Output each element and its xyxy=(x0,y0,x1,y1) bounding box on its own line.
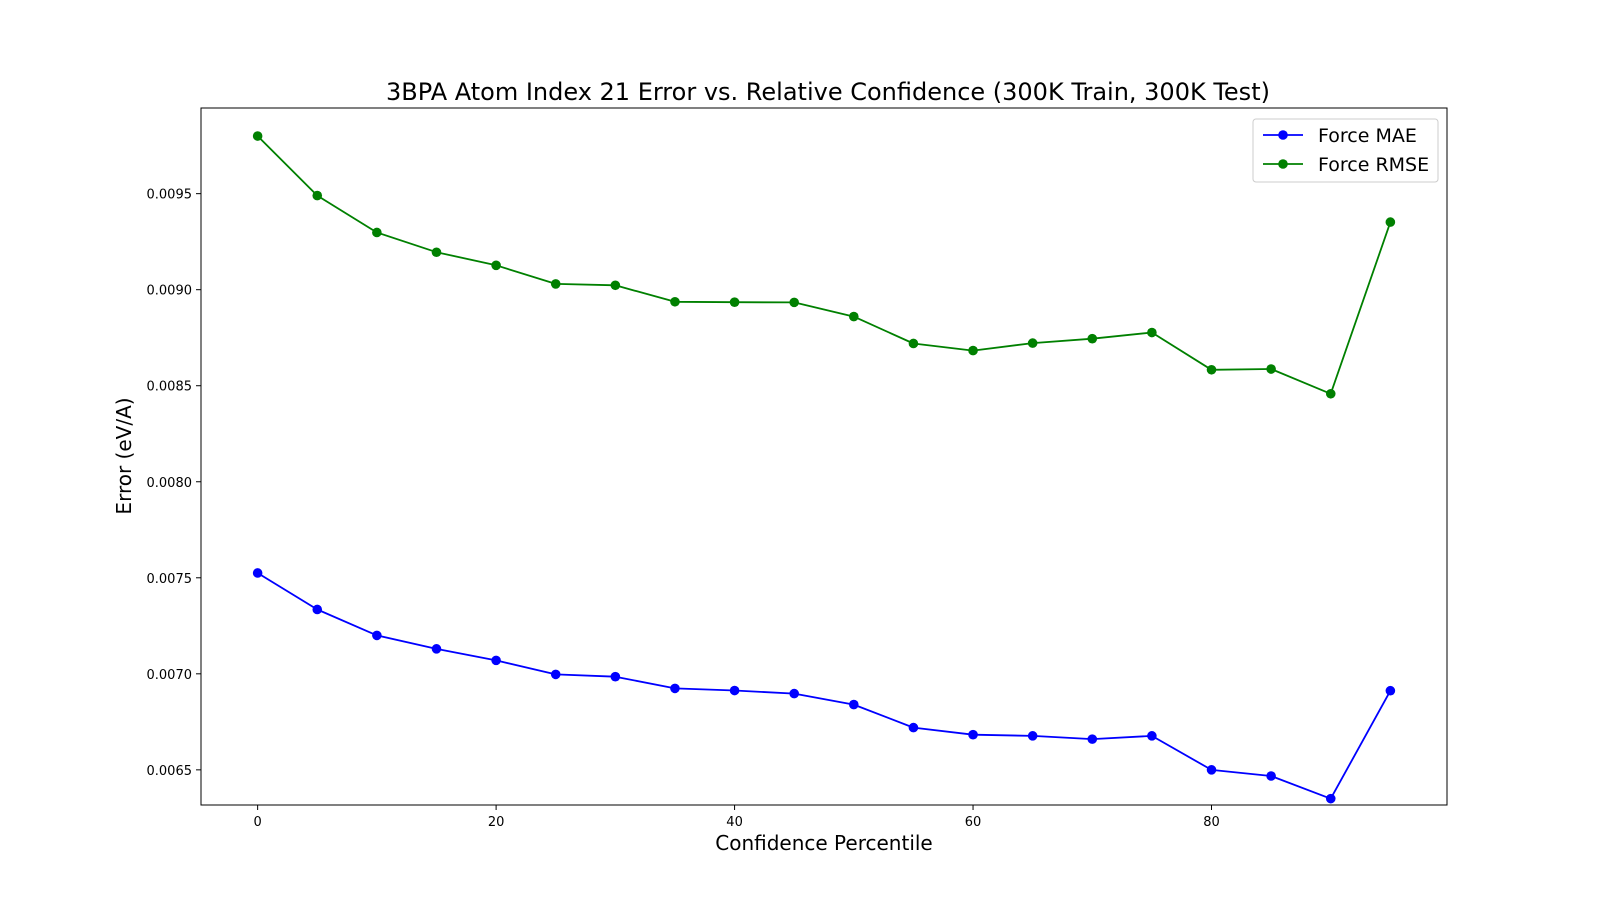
data-point-force-mae xyxy=(1027,731,1038,741)
y-tick-label: 0.0080 xyxy=(147,476,193,491)
data-point-force-rmse xyxy=(908,338,919,349)
series-force-rmse xyxy=(252,131,1396,399)
data-point-force-rmse xyxy=(670,296,680,307)
data-point-force-mae xyxy=(729,685,740,696)
y-tick-label: 0.0065 xyxy=(147,764,193,779)
series-line-force-rmse xyxy=(256,135,1392,395)
legend-label-force-rmse: Force RMSE xyxy=(1318,154,1429,176)
x-tick-label: 40 xyxy=(726,815,743,830)
data-point-force-mae xyxy=(1206,765,1217,775)
data-point-force-mae xyxy=(431,644,442,654)
data-point-force-rmse xyxy=(1206,364,1217,375)
series-force-mae xyxy=(252,568,1396,804)
data-point-force-rmse xyxy=(1087,333,1098,344)
data-point-force-rmse xyxy=(789,297,799,308)
data-point-force-rmse xyxy=(491,260,501,271)
x-axis-label: Confidence Percentile xyxy=(715,831,932,855)
data-point-force-mae xyxy=(670,683,680,694)
legend-marker-force-mae xyxy=(1278,130,1288,140)
data-point-force-mae xyxy=(789,688,799,699)
y-tick-label: 0.0095 xyxy=(147,188,193,203)
series-line-force-mae xyxy=(257,572,1392,800)
legend-label-force-mae: Force MAE xyxy=(1318,125,1417,147)
x-tick-label: 60 xyxy=(965,815,982,830)
data-point-force-mae xyxy=(1385,685,1396,696)
y-tick-label: 0.0090 xyxy=(147,284,193,299)
data-point-force-mae xyxy=(1087,734,1098,744)
plot-area xyxy=(200,107,1448,806)
data-point-force-rmse xyxy=(1147,327,1157,338)
y-tick-label: 0.0070 xyxy=(147,668,193,683)
data-point-force-mae xyxy=(849,699,859,710)
data-point-force-rmse xyxy=(1027,338,1038,348)
y-tick-label: 0.0075 xyxy=(147,572,193,587)
legend-marker-force-rmse xyxy=(1278,159,1288,169)
data-point-force-mae xyxy=(372,630,382,641)
x-tick-label: 20 xyxy=(488,815,505,830)
data-point-force-mae xyxy=(1266,771,1276,781)
x-axis: 0 20 40 60 80 xyxy=(253,805,1220,830)
data-point-force-rmse xyxy=(431,247,442,258)
chart-title: 3BPA Atom Index 21 Error vs. Relative Co… xyxy=(386,78,1270,106)
data-point-force-mae xyxy=(1147,731,1157,741)
data-point-force-rmse xyxy=(1325,388,1336,399)
y-axis-label: Error (eV/A) xyxy=(112,397,136,514)
data-point-force-mae xyxy=(908,722,919,733)
data-point-force-rmse xyxy=(610,280,621,291)
data-point-force-mae xyxy=(312,604,323,615)
data-point-force-mae xyxy=(968,729,978,740)
data-point-force-rmse xyxy=(252,131,263,141)
x-tick-label: 0 xyxy=(253,815,261,830)
data-point-force-mae xyxy=(610,671,621,682)
data-point-force-rmse xyxy=(1266,364,1276,374)
data-point-force-rmse xyxy=(1385,217,1396,227)
y-axis: 0.0065 0.0070 0.0075 0.0080 0.0085 0.0090 0.00… xyxy=(147,188,201,779)
data-point-force-mae xyxy=(550,669,561,680)
data-point-force-rmse xyxy=(729,297,740,307)
data-point-force-rmse xyxy=(372,227,382,238)
data-point-force-rmse xyxy=(550,279,561,289)
data-point-force-mae xyxy=(491,655,501,666)
data-point-force-rmse xyxy=(968,345,978,356)
y-tick-label: 0.0085 xyxy=(147,380,193,395)
data-point-force-rmse xyxy=(312,190,323,201)
data-point-force-mae xyxy=(1325,793,1336,804)
data-point-force-rmse xyxy=(849,311,859,322)
data-point-force-mae xyxy=(252,568,263,578)
plot-frame xyxy=(200,107,1448,806)
x-tick-label: 80 xyxy=(1203,815,1220,830)
legend: Force MAE Force RMSE xyxy=(1252,118,1439,183)
series-layer xyxy=(252,131,1396,804)
